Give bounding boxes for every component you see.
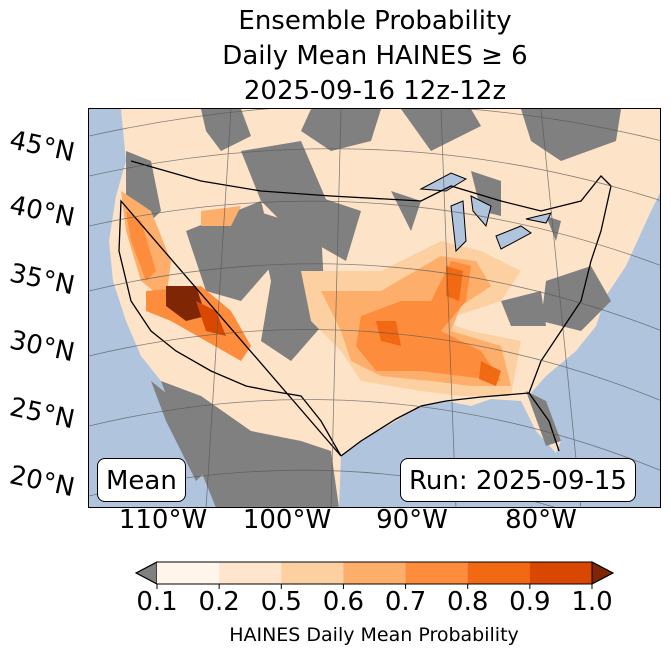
probability-map xyxy=(88,108,661,508)
colorbar-segment xyxy=(157,562,220,584)
colorbar-under-arrow xyxy=(134,561,158,585)
colorbar-tick-label: 0.8 xyxy=(447,587,489,617)
run-date-annotation: Run: 2025-09-15 xyxy=(400,458,636,502)
colorbar-segment xyxy=(281,562,344,584)
map-svg xyxy=(89,109,660,507)
colorbar-tick-label: 0.2 xyxy=(198,587,240,617)
colorbar-segment xyxy=(343,562,407,584)
lon-label-90: 90°W xyxy=(376,505,448,535)
lon-label-100: 100°W xyxy=(242,505,332,535)
title-line-2: Daily Mean HAINES ≥ 6 xyxy=(222,41,528,71)
colorbar-segment xyxy=(219,562,282,584)
colorbar-label: HAINES Daily Mean Probability xyxy=(229,624,519,646)
lat-label-45: 45°N xyxy=(6,125,78,169)
colorbar-tick-label: 0.1 xyxy=(136,587,178,617)
us-border xyxy=(118,160,612,457)
colorbar-tick-label: 0.6 xyxy=(322,587,365,617)
graticule xyxy=(89,109,660,507)
probability-field xyxy=(121,191,521,396)
lat-label-35: 35°N xyxy=(6,258,78,302)
colorbar-tick-label: 1.0 xyxy=(571,587,613,617)
colorbar-tick-label: 0.9 xyxy=(509,587,551,617)
lat-label-25: 25°N xyxy=(6,392,78,436)
colorbar-tick-label: 0.7 xyxy=(384,587,427,617)
mean-annotation: Mean xyxy=(97,458,186,502)
title-line-3: 2025-09-16 12z-12z xyxy=(243,76,507,106)
lat-label-40: 40°N xyxy=(6,190,78,234)
colorbar-segment xyxy=(467,562,531,584)
colorbar xyxy=(134,561,615,589)
colorbar-over-arrow xyxy=(591,561,615,585)
colorbar-segment xyxy=(529,562,593,584)
lat-label-20: 20°N xyxy=(6,460,78,504)
lon-label-110: 110°W xyxy=(118,505,208,535)
lon-label-80: 80°W xyxy=(505,505,577,535)
colorbar-tick-label: 0.5 xyxy=(260,587,302,617)
lat-label-30: 30°N xyxy=(6,325,78,369)
title-line-1: Ensemble Probability xyxy=(238,6,512,36)
colorbar-segment xyxy=(405,562,469,584)
